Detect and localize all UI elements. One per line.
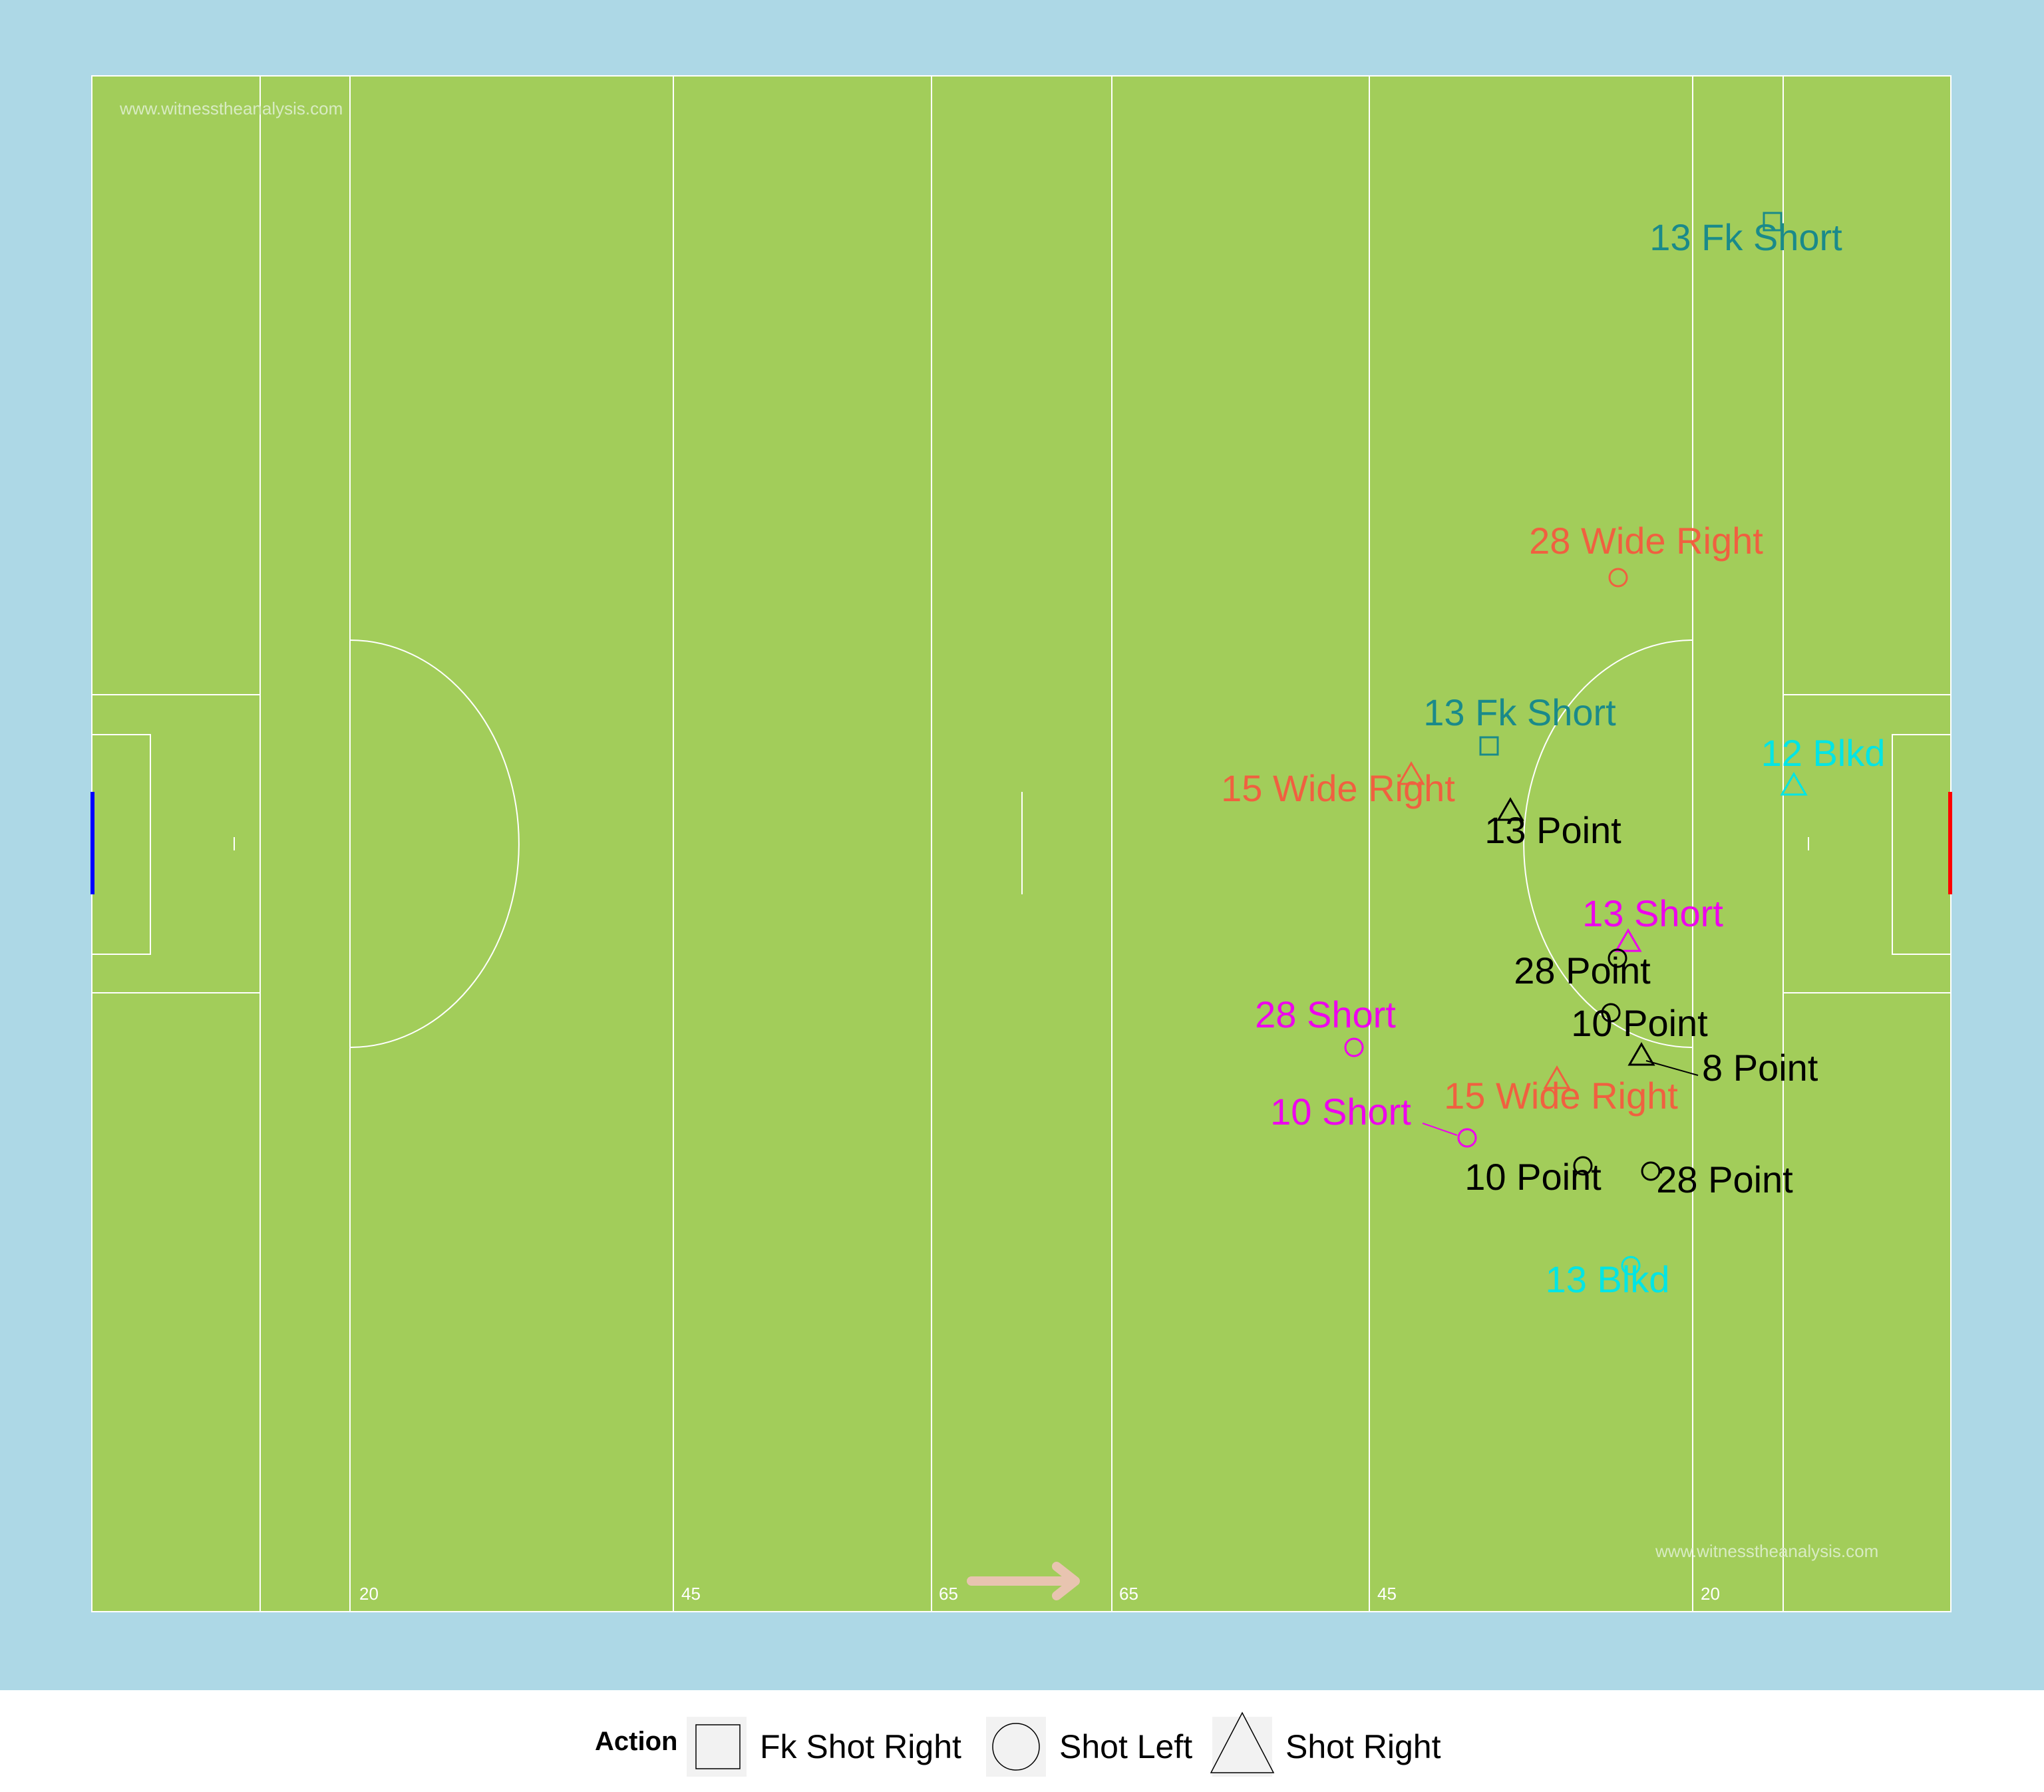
triangle-icon [1614,928,1642,952]
circle-icon [1608,948,1627,968]
shot-marker: 10 Short [1270,1091,1477,1148]
shot-marker: 10 Point [1571,1002,1708,1044]
shot-marker: 13 Blkd [1546,1256,1670,1300]
shot-marker: 13 Short [1582,892,1723,952]
triangle-icon [1397,761,1425,785]
legend-item-label: Fk Shot Right [760,1728,961,1765]
right-semicircle [1523,639,1693,1048]
shot-label-leader [1422,1123,1458,1136]
triangle-icon [1496,797,1524,821]
shot-label: 13 Blkd [1546,1258,1670,1300]
circle-icon [1621,1256,1641,1276]
distance-label-45-left: 45 [681,1584,701,1604]
left-large-rectangle [92,694,261,993]
shot-label: 13 Fk Short [1649,216,1842,258]
circle-icon [1608,568,1628,588]
shot-label: 13 Point [1484,809,1621,851]
legend-item-fk-shot-right: Fk Shot Right [687,1717,961,1777]
shot-marker: 13 Fk Short [1649,212,1842,258]
attack-direction-arrow-icon [967,1562,1080,1600]
square-icon [1763,212,1783,232]
circle-icon [1641,1161,1661,1181]
shot-marker: 28 Point [1514,948,1651,991]
distance-label-65-right: 65 [1119,1584,1138,1604]
circle-icon [992,1723,1040,1771]
shot-label: 13 Short [1582,892,1723,934]
shot-marker: 28 Point [1641,1159,1793,1200]
shot-label: 12 Blkd [1761,732,1886,774]
shot-marker: 13 Fk Short [1423,691,1616,756]
shot-label: 28 Point [1514,950,1651,991]
right-small-rectangle [1892,734,1951,955]
circle-icon [1344,1037,1364,1057]
watermark-bottom: www.witnesstheanalysis.com [1655,1541,1878,1561]
shot-label: 28 Short [1255,993,1396,1035]
right-large-rectangle [1783,694,1951,993]
left-semicircle [349,639,520,1048]
shot-label: 8 Point [1702,1047,1818,1089]
shot-marker: 8 Point [1627,1042,1818,1089]
shot-label: 28 Wide Right [1529,520,1763,562]
distance-label-20-right: 20 [1701,1584,1720,1604]
circle-icon [1573,1156,1593,1176]
shot-label: 10 Short [1270,1091,1411,1133]
shot-marker: 12 Blkd [1761,732,1886,796]
shot-label-leader [1645,1060,1699,1076]
circle-icon [1457,1128,1477,1148]
legend: Action Fk Shot Right Shot Left Shot Righ… [0,1690,2044,1789]
watermark-top: www.witnesstheanalysis.com [119,98,343,118]
distance-label-65-left: 65 [939,1584,958,1604]
distance-labels: 20 45 65 65 45 20 [359,1584,1720,1604]
shot-label: 10 Point [1571,1002,1708,1044]
shot-marker: 15 Wide Right [1221,761,1455,809]
shot-label: 15 Wide Right [1444,1075,1678,1117]
shot-label: 13 Fk Short [1423,691,1616,733]
legend-item-label: Shot Left [1059,1728,1192,1765]
shot-marker: 10 Point [1464,1156,1602,1198]
shot-label: 10 Point [1464,1156,1602,1198]
square-icon [1479,736,1499,756]
legend-item-shot-left: Shot Left [986,1717,1192,1777]
distance-label-20-left: 20 [359,1584,379,1604]
shot-marker: 15 Wide Right [1444,1065,1678,1117]
square-icon [695,1724,741,1769]
circle-icon [1601,1003,1621,1023]
triangle-icon [1780,772,1808,796]
left-small-rectangle [92,734,151,955]
triangle-icon [1627,1042,1655,1066]
shot-label: 28 Point [1656,1159,1793,1200]
shot-label: 15 Wide Right [1221,767,1455,809]
triangle-icon [1543,1065,1571,1089]
legend-item-shot-right: Shot Right [1210,1711,1441,1777]
shot-marker: 13 Point [1484,797,1621,851]
legend-item-label: Shot Right [1285,1728,1441,1765]
distance-label-45-right: 45 [1377,1584,1397,1604]
shot-marker: 28 Short [1255,993,1396,1057]
shot-marker: 28 Wide Right [1529,520,1763,588]
triangle-icon [1210,1711,1275,1773]
legend-title: Action [595,1727,677,1756]
shots-layer: 13 Fk Short 28 Wide Right 13 Fk Short 12 Bl… [1221,212,1886,1300]
